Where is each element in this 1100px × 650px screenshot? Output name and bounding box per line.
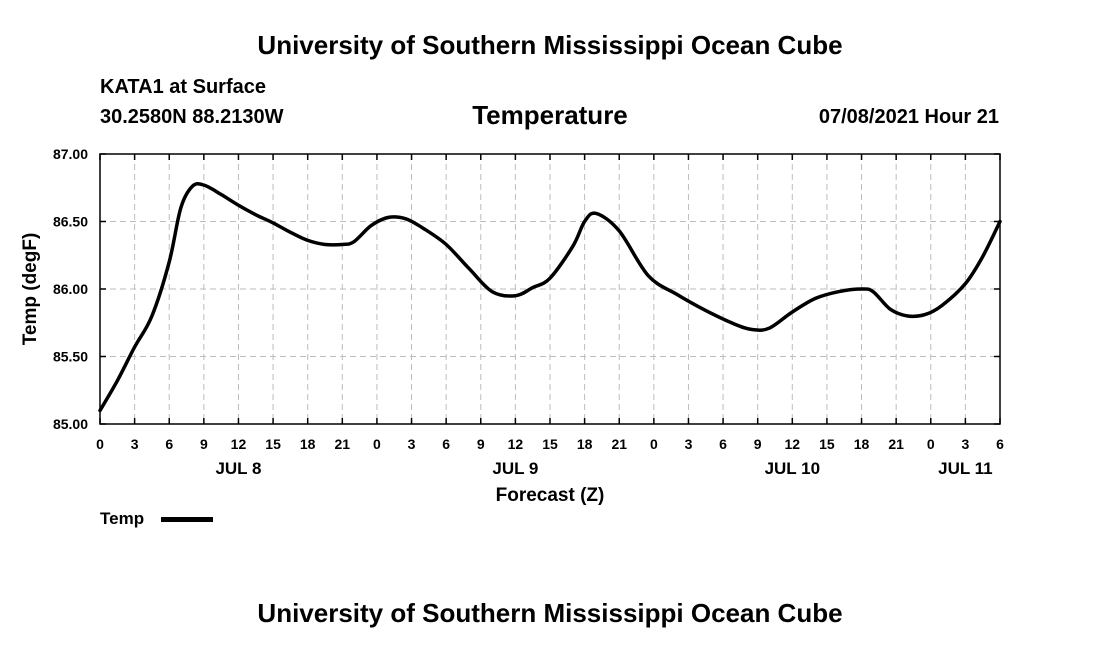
- date-label: JUL 10: [765, 459, 820, 478]
- x-tick-label: 9: [477, 436, 485, 452]
- date-label: JUL 11: [938, 459, 993, 478]
- x-tick-label: 6: [165, 436, 173, 452]
- legend-label: Temp: [100, 509, 145, 528]
- x-tick-label: 21: [888, 436, 904, 452]
- coordinates-label: 30.2580N 88.2130W: [100, 106, 284, 128]
- x-tick-label: 9: [200, 436, 208, 452]
- legend-line-swatch: [161, 517, 213, 522]
- y-axis-title: Temp (degF): [20, 233, 41, 346]
- x-tick-label: 18: [854, 436, 870, 452]
- x-tick-label: 3: [131, 436, 139, 452]
- y-tick-label: 86.50: [53, 214, 88, 230]
- datetime-label: 07/08/2021 Hour 21: [818, 106, 999, 128]
- x-tick-label: 18: [577, 436, 593, 452]
- x-tick-label: 12: [785, 436, 801, 452]
- chart-title: Temperature: [472, 100, 628, 130]
- x-tick-label: 3: [685, 436, 693, 452]
- date-label: JUL 9: [492, 459, 538, 478]
- page-title: University of Southern Mississippi Ocean…: [257, 30, 843, 60]
- x-tick-label: 0: [96, 436, 104, 452]
- x-axis-title: Forecast (Z): [496, 485, 605, 506]
- footer-title: University of Southern Mississippi Ocean…: [257, 598, 843, 628]
- x-tick-label: 12: [231, 436, 247, 452]
- date-label: JUL 8: [215, 459, 261, 478]
- station-label: KATA1 at Surface: [100, 76, 266, 98]
- y-tick-label: 85.00: [53, 416, 88, 432]
- x-tick-label: 6: [996, 436, 1004, 452]
- x-tick-label: 15: [265, 436, 281, 452]
- x-tick-label: 0: [650, 436, 658, 452]
- x-tick-label: 9: [754, 436, 762, 452]
- x-tick-label: 3: [961, 436, 969, 452]
- series-line-temp: [98, 182, 1002, 413]
- x-tick-label: 15: [819, 436, 835, 452]
- y-tick-label: 87.00: [53, 146, 88, 162]
- x-tick-label: 3: [408, 436, 416, 452]
- x-tick-label: 6: [719, 436, 727, 452]
- x-tick-label: 6: [442, 436, 450, 452]
- x-tick-label: 21: [335, 436, 351, 452]
- x-tick-label: 21: [611, 436, 627, 452]
- x-tick-label: 18: [300, 436, 316, 452]
- x-tick-label: 15: [542, 436, 558, 452]
- y-tick-label: 85.50: [53, 349, 88, 365]
- y-tick-label: 86.00: [53, 281, 88, 297]
- x-tick-label: 12: [508, 436, 524, 452]
- x-tick-label: 0: [373, 436, 381, 452]
- x-tick-label: 0: [927, 436, 935, 452]
